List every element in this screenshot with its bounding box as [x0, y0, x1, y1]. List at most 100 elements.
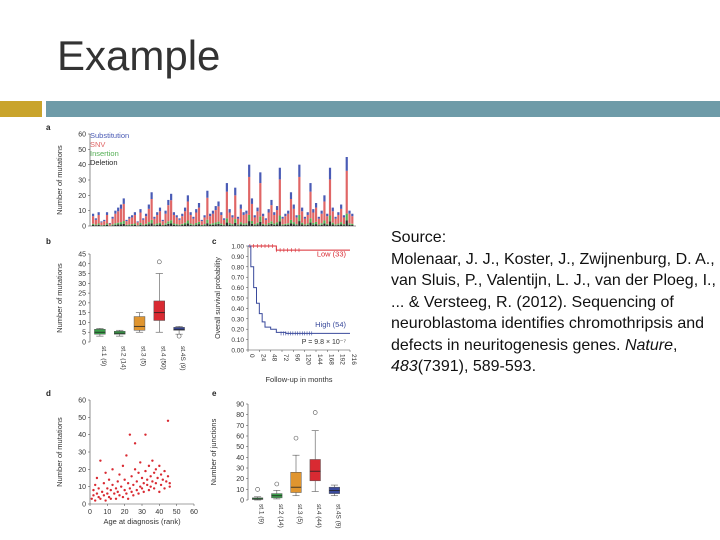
panel-a-bar-snv: [203, 217, 206, 225]
panel-a-bar-substitution: [248, 164, 251, 177]
panel-a-bar-insertion: [161, 224, 164, 226]
panel-d-point: [94, 483, 97, 487]
panel-a-bar-substitution: [267, 209, 270, 213]
panel-c-xtick-label: 144: [316, 354, 323, 365]
panel-e-category-label: st.2 (14): [277, 504, 284, 528]
panel-a-bar-snv: [242, 214, 245, 224]
panel-a-bar-substitution: [331, 207, 334, 212]
panel-a-legend-substitution: Substitution: [90, 131, 129, 140]
panel-a-bar-snv: [167, 205, 170, 222]
panel-d-point: [94, 499, 97, 502]
panel-d-point: [99, 459, 102, 462]
panel-a-bar-substitution: [337, 212, 340, 215]
panel-b-ytick-label: 30: [78, 281, 86, 288]
panel-a-bar-deletion: [105, 224, 109, 226]
panel-a-bar-deletion: [128, 225, 131, 226]
panel-a-bar-insertion: [209, 223, 212, 226]
panel-d-point: [97, 495, 100, 499]
panel-a-bar-substitution: [150, 192, 153, 200]
panel-a-bar-deletion: [262, 225, 265, 226]
panel-a-bar-snv: [164, 213, 167, 224]
panel-a-bar-snv: [317, 218, 320, 225]
panel-a-bar-snv: [133, 214, 136, 224]
panel-a-bar-insertion: [236, 224, 240, 226]
panel-a-bar-insertion: [320, 223, 323, 225]
panel-a-bar-snv: [314, 207, 318, 222]
panel-a-bar-snv: [337, 214, 340, 224]
panel-a-bar-snv: [92, 216, 95, 224]
panel-a-bar-deletion: [122, 223, 125, 226]
panel-a-bar-insertion: [119, 222, 123, 225]
panel-a-bar-deletion: [178, 225, 181, 226]
panel-a-bar-deletion: [289, 223, 293, 226]
panel-a-bar-deletion: [228, 224, 231, 226]
panel-a-bar-deletion: [320, 224, 323, 226]
panel-c-xtick-label: 96: [293, 354, 300, 362]
panel-a-bar-substitution: [225, 183, 228, 192]
panel-d-point: [106, 492, 109, 495]
panel-a-bar-snv: [298, 176, 301, 215]
panel-a-bar-substitution: [105, 212, 109, 215]
panel-a-bar-snv: [340, 208, 343, 223]
panel-d-point: [107, 478, 111, 481]
panel-a-bar-substitution: [214, 206, 217, 211]
panel-a-bar-deletion: [259, 221, 262, 226]
panel-d-point: [142, 482, 145, 485]
panel-a-bar-insertion: [337, 223, 340, 225]
panel-e-category-label: st.4 (44): [315, 504, 322, 528]
panel-label-c: c: [212, 237, 217, 246]
panel-a-bar-deletion: [236, 225, 240, 226]
panel-d-point: [144, 433, 147, 436]
panel-d-point: [99, 497, 102, 500]
panel-c-xtick-label: 216: [350, 354, 357, 365]
panel-a-bar-deletion: [242, 224, 245, 226]
panel-a-bar-substitution: [220, 212, 223, 215]
panel-a-bar-snv: [342, 217, 346, 225]
panel-d-point: [104, 471, 107, 474]
panel-a-bar-snv: [108, 223, 111, 226]
panel-a-bar-substitution: [289, 192, 293, 200]
panel-c-xtick-label: 120: [305, 354, 312, 365]
panel-a-bar-snv: [267, 212, 270, 223]
panel-a-bar-snv: [181, 216, 184, 224]
panel-a-bar-snv: [248, 176, 251, 215]
panel-a-bar-snv: [245, 213, 248, 224]
panel-a-bar-deletion: [209, 225, 212, 226]
panel-a-bar-snv: [139, 212, 142, 223]
panel-a-bar-deletion: [170, 223, 173, 226]
panel-a-bar-deletion: [348, 224, 351, 226]
panel-a-bar-insertion: [314, 221, 318, 225]
panel-a-bar-insertion: [211, 223, 215, 225]
panel-a-bar-snv: [103, 221, 106, 225]
panel-a-bar-deletion: [328, 221, 332, 226]
citation-text: Molenaar, J. J., Koster, J., Zwijnenburg…: [391, 250, 716, 354]
panel-a-bar-insertion: [317, 224, 320, 226]
panel-a-bar-insertion: [150, 219, 153, 224]
panel-a-bar-insertion: [253, 224, 256, 226]
panel-d-point: [102, 482, 106, 485]
panel-a-bar-deletion: [189, 224, 192, 226]
panel-a-bar-insertion: [331, 222, 334, 225]
panel-b-category-label: st.1 (9): [100, 346, 107, 366]
panel-d-point: [100, 490, 104, 494]
panel-a-bar-substitution: [253, 215, 256, 218]
panel-c-ytick-label: 0.10: [231, 337, 244, 344]
panel-e-ytick-label: 50: [236, 444, 244, 451]
panel-d-point: [114, 487, 118, 490]
panel-a-bar-deletion: [119, 224, 123, 226]
panel-a-bar-substitution: [270, 199, 273, 206]
panel-a-bar-substitution: [242, 212, 245, 215]
panel-c-xlabel: Follow-up in months: [265, 375, 332, 384]
panel-e-category-label: st.4S (9): [334, 504, 341, 529]
panel-a-bar-substitution: [231, 215, 234, 218]
panel-a-bar-snv: [287, 213, 290, 224]
panel-a-bar-substitution: [217, 201, 220, 207]
panel-a-bar-insertion: [92, 223, 95, 226]
panel-d-ylabel: Number of mutations: [55, 417, 64, 487]
panel-b-ytick-label: 0: [82, 340, 86, 347]
panel-a-bar-substitution: [164, 210, 167, 214]
panel-a-bar-snv: [114, 213, 117, 224]
panel-a-bar-deletion: [234, 222, 237, 226]
panel-e-category-label: st.1 (9): [258, 504, 265, 524]
